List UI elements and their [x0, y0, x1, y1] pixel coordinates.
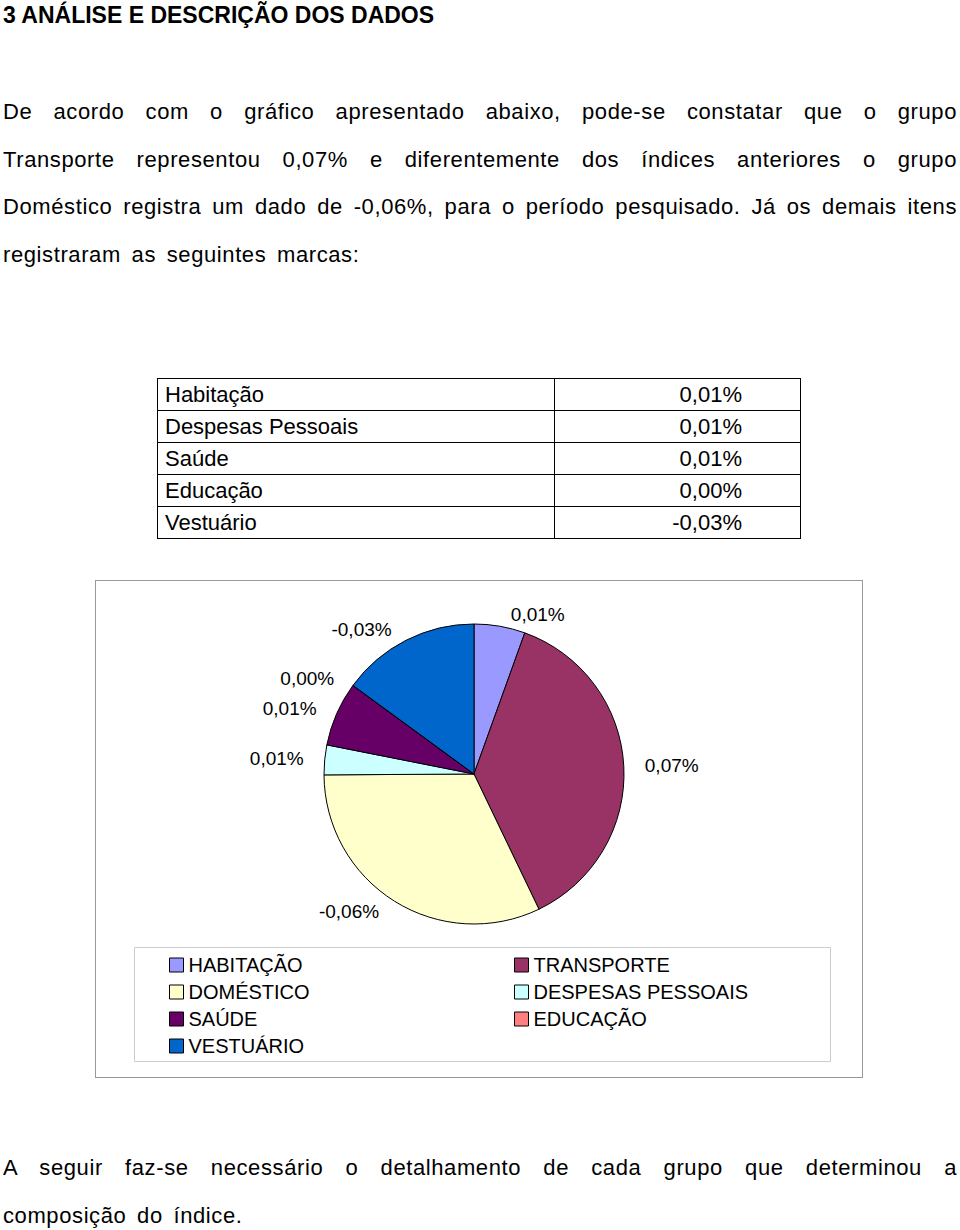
- html-text:Habitação: Habitação: [165, 382, 265, 407]
- html-text:Educação: Educação: [165, 478, 263, 503]
- svg-text:SAÚDE: SAÚDE: [189, 1008, 258, 1030]
- html-text:De acordo com o gráfico aprese: De acordo com o gráfico apresentado abai…: [3, 99, 957, 267]
- svg-text:HABITAÇÃO: HABITAÇÃO: [189, 953, 303, 976]
- svg-text:0,00%: 0,00%: [280, 668, 334, 689]
- svg-text:DESPESAS PESSOAIS: DESPESAS PESSOAIS: [534, 981, 749, 1003]
- svg-text:DOMÉSTICO: DOMÉSTICO: [189, 981, 310, 1003]
- html-text:0,00%: 0,00%: [679, 478, 742, 503]
- html-text:A seguir faz-se necessário o d: A seguir faz-se necessário o detalhament…: [3, 1155, 957, 1228]
- html-text:0,01%: 0,01%: [679, 414, 742, 439]
- svg-text:0,01%: 0,01%: [263, 698, 317, 719]
- html-text:3 ANÁLISE E DESCRIÇÃO DOS DADO: 3 ANÁLISE E DESCRIÇÃO DOS DADOS: [3, 2, 435, 28]
- svg-text:VESTUÁRIO: VESTUÁRIO: [189, 1035, 305, 1057]
- svg-text:TRANSPORTE: TRANSPORTE: [534, 954, 670, 976]
- svg-text:0,07%: 0,07%: [645, 755, 699, 776]
- html-text:Saúde: Saúde: [165, 446, 229, 471]
- html-text:-0,03%: -0,03%: [672, 510, 742, 535]
- svg-text:-0,03%: -0,03%: [331, 619, 391, 640]
- svg-text:EDUCAÇÃO: EDUCAÇÃO: [534, 1007, 647, 1030]
- html-text:0,01%: 0,01%: [679, 446, 742, 471]
- svg-text:-0,06%: -0,06%: [319, 901, 379, 922]
- html-text:Vestuário: Vestuário: [165, 510, 257, 535]
- html-text:0,01%: 0,01%: [679, 382, 742, 407]
- html-text:Despesas Pessoais: Despesas Pessoais: [165, 414, 359, 439]
- svg-text:0,01%: 0,01%: [511, 604, 565, 625]
- svg-text:0,01%: 0,01%: [250, 748, 304, 769]
